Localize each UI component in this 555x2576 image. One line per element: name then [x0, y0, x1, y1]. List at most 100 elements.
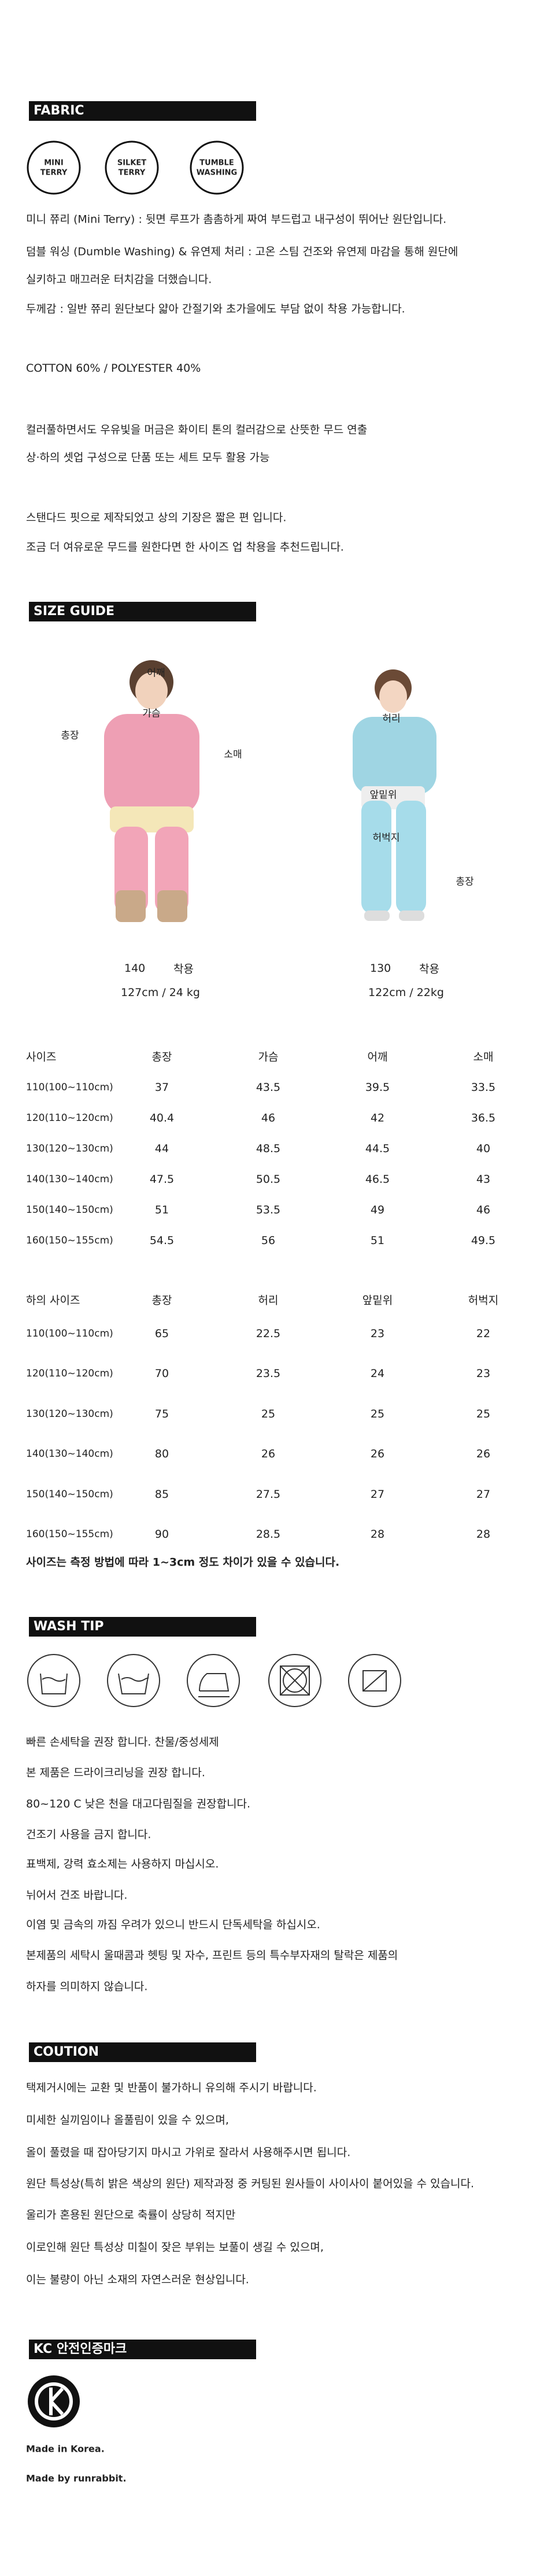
table-cell: 110(100~110cm): [26, 1082, 113, 1093]
table-header: 앞밑위: [362, 1294, 393, 1307]
table-cell: 50.5: [256, 1173, 281, 1186]
table-cell: 43.5: [256, 1081, 281, 1094]
model-1: [104, 660, 199, 922]
model-2: [353, 669, 436, 921]
model-label: 착용: [419, 963, 439, 976]
badge-circles: [27, 140, 244, 195]
table-header: 어깨: [367, 1050, 388, 1064]
table-cell: 54.5: [149, 1234, 175, 1247]
table-cell: 23: [370, 1327, 385, 1340]
table-cell: 39.5: [365, 1081, 390, 1094]
table-cell: 27.5: [256, 1487, 281, 1501]
table-cell: 25: [370, 1407, 385, 1420]
table-header: 허벅지: [468, 1294, 499, 1307]
size-note: 사이즈는 측정 방법에 따라 1~3cm 정도 차이가 있을 수 있습니다.: [26, 1556, 340, 1569]
table-cell: 46.5: [365, 1173, 390, 1186]
caution-line: 미세한 실끼임이나 올풀림이 있을 수 있으며,: [26, 2114, 229, 2127]
table-cell: 40: [476, 1142, 491, 1155]
wash-line: 본제품의 세탁시 울때콤과 헷팅 및 자수, 프린트 등의 특수부자재의 탈락은…: [26, 1949, 398, 1962]
table-cell: 24: [370, 1367, 385, 1380]
description-line: 스탠다드 핏으로 제작되었고 상의 기장은 짧은 편 입니다.: [26, 511, 287, 524]
table-cell: 26: [476, 1448, 491, 1461]
table-cell: 75: [154, 1407, 169, 1420]
badge-label: TERRY: [40, 168, 68, 177]
table-cell: 33.5: [471, 1081, 496, 1094]
table-cell: 42: [370, 1112, 385, 1124]
table-cell: 53.5: [256, 1204, 281, 1216]
badge-label: TERRY: [118, 168, 146, 177]
description-line: COTTON 60% / POLYESTER 40%: [26, 362, 201, 375]
table-cell: 40.4: [149, 1112, 175, 1124]
caution-line: 울리가 혼용된 원단으로 축률이 상당히 적지만: [26, 2208, 236, 2222]
model-label: 착용: [173, 963, 194, 976]
table-cell: 51: [154, 1204, 169, 1216]
table-cell: 140(130~140cm): [26, 1448, 113, 1460]
section-header: WASH TIP: [29, 1617, 256, 1637]
section-header: FABRIC: [29, 101, 256, 121]
kc-logo: [28, 2375, 80, 2427]
wash-line: 빠른 손세탁을 권장 합니다. 찬물/중성세제: [26, 1735, 219, 1749]
wash-line: 표백제, 강력 효소제는 사용하지 마십시오.: [26, 1857, 219, 1871]
badge-label: MINI: [44, 158, 64, 168]
wash-line: 하자를 의미하지 않습니다.: [26, 1980, 148, 1993]
table-header: 소매: [473, 1050, 494, 1064]
measure-label: 허벅지: [372, 832, 400, 844]
table-cell: 47.5: [149, 1173, 175, 1186]
table-header: 가슴: [258, 1050, 279, 1064]
table-cell: 65: [154, 1327, 169, 1340]
table-header: 사이즈: [26, 1050, 57, 1064]
measure-label: 허리: [382, 713, 401, 725]
table-cell: 44: [154, 1142, 169, 1155]
wash-line: 건조기 사용을 금지 합니다.: [26, 1828, 151, 1841]
wash-line: 뉘어서 건조 바랍니다.: [26, 1889, 128, 1902]
model-body: 127cm / 24 kg: [121, 986, 200, 999]
table-cell: 27: [370, 1487, 385, 1501]
wash-line: 80~120 C 낮은 천을 대고다림질을 권장합니다.: [26, 1797, 251, 1811]
table-cell: 46: [476, 1204, 491, 1216]
table-cell: 56: [261, 1234, 276, 1247]
description-line: 조금 더 여유로운 무드를 원한다면 한 사이즈 업 착용을 추천드립니다.: [26, 541, 344, 554]
made-in: Made in Korea.: [26, 2443, 105, 2455]
section-header: SIZE GUIDE: [29, 602, 256, 621]
badge-label: SILKET: [117, 158, 147, 168]
measure-label: 어깨: [147, 667, 165, 679]
table-cell: 44.5: [365, 1142, 390, 1155]
description-line: 상·하의 셋업 구성으로 단품 또는 세트 모두 활용 가능: [26, 451, 270, 464]
table-cell: 130(120~130cm): [26, 1408, 113, 1420]
table-cell: 28: [476, 1528, 491, 1541]
table-cell: 28: [370, 1528, 385, 1541]
made-by: Made by runrabbit.: [26, 2473, 127, 2484]
wash-line: 이염 및 금속의 까짐 우려가 있으니 반드시 단독세탁을 하십시오.: [26, 1918, 320, 1931]
table-cell: 51: [370, 1234, 385, 1247]
table-cell: 120(110~120cm): [26, 1112, 113, 1124]
table-cell: 49: [370, 1204, 385, 1216]
table-cell: 22: [476, 1327, 491, 1340]
measure-label: 총장: [61, 730, 79, 742]
badge-label: WASHING: [196, 168, 238, 177]
table-cell: 110(100~110cm): [26, 1328, 113, 1339]
caution-line: 이는 불량이 아닌 소재의 자연스러운 현상입니다.: [26, 2273, 249, 2286]
model-size: 130: [370, 962, 391, 975]
caution-line: 이로인해 원단 특성상 미칠이 잦은 부위는 보풀이 생길 수 있으며,: [26, 2241, 324, 2254]
table-cell: 22.5: [256, 1327, 281, 1340]
table-cell: 150(140~150cm): [26, 1204, 113, 1216]
table-cell: 160(150~155cm): [26, 1235, 113, 1246]
measure-label: 가슴: [142, 708, 161, 720]
table-cell: 85: [154, 1487, 169, 1501]
model-size: 140: [124, 962, 146, 975]
model-body: 122cm / 22kg: [368, 986, 444, 999]
section-header: KC 안전인증마크: [29, 2340, 256, 2359]
caution-line: 원단 특성상(특히 밝은 색상의 원단) 제작과정 중 커팅된 원사들이 사이사…: [26, 2177, 475, 2190]
table-cell: 26: [370, 1448, 385, 1461]
table-cell: 27: [476, 1487, 491, 1501]
table-cell: 26: [261, 1448, 276, 1461]
wash-line: 본 제품은 드라이크리닝을 권장 합니다.: [26, 1766, 205, 1779]
wash-icons: [27, 1654, 401, 1707]
table-cell: 25: [476, 1407, 491, 1420]
table-cell: 120(110~120cm): [26, 1368, 113, 1380]
badge-label: TUMBLE: [199, 158, 234, 168]
description-line: 실키하고 매끄러운 터치감을 더했습니다.: [26, 273, 212, 286]
section-header: COUTION: [29, 2042, 256, 2062]
